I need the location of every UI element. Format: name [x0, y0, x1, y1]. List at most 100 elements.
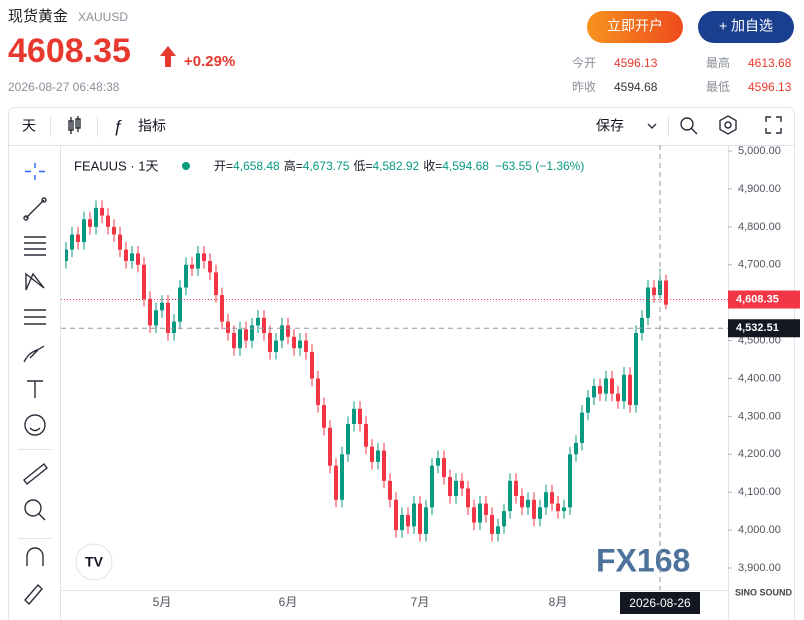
candle-body	[250, 325, 254, 341]
candle-body	[196, 253, 200, 269]
candle-body	[208, 260, 212, 273]
candle-body	[160, 302, 164, 311]
chart-type-button[interactable]	[68, 116, 81, 134]
open-account-label[interactable]: 立即开户	[607, 18, 663, 34]
up-arrow	[160, 46, 176, 67]
legend-value: 4,658.48	[233, 159, 280, 173]
indicators-button[interactable]: 指标	[138, 118, 166, 134]
candle-body	[466, 488, 470, 508]
instrument-name: 现货黄金	[8, 8, 68, 25]
candle-body	[358, 408, 362, 424]
candle-body	[550, 492, 554, 504]
candle-body	[148, 298, 152, 326]
candle-body	[574, 442, 578, 455]
candle-body	[262, 317, 266, 334]
candle-body	[70, 234, 74, 250]
candle-body	[400, 514, 404, 531]
interval-button[interactable]: 天	[22, 118, 36, 134]
candle-body	[472, 507, 476, 523]
candle-body	[298, 340, 302, 349]
candle-body	[190, 264, 194, 269]
stat-label: 今开	[572, 55, 596, 70]
legend-key: 高=	[284, 158, 303, 173]
save-menu-chevron[interactable]	[647, 123, 657, 129]
candle-body	[280, 325, 284, 341]
crosshair-price-label: 4,532.51	[736, 322, 779, 334]
candle-body	[496, 526, 500, 534]
tv-badge[interactable]	[75, 543, 113, 581]
candle-body	[94, 207, 98, 227]
candle-body	[514, 480, 518, 496]
candle-body	[88, 219, 92, 227]
candle-body	[448, 477, 452, 496]
candle-body	[490, 514, 494, 534]
candle-body	[130, 253, 134, 261]
save-button[interactable]: 保存	[596, 118, 624, 134]
stat-label: 最高	[706, 55, 730, 70]
candle-body	[232, 333, 236, 349]
price-tag	[728, 290, 800, 309]
indicator-icon[interactable]: ƒ	[113, 116, 122, 135]
candle-body	[340, 454, 344, 500]
candle-body	[238, 329, 242, 349]
candle-body	[202, 253, 206, 261]
add-watch-label[interactable]: + 加自选	[719, 18, 773, 34]
candle-body	[304, 340, 308, 352]
candle-body	[634, 333, 638, 406]
open-account-button[interactable]	[587, 11, 683, 43]
y-tick-label: 4,000.00	[738, 524, 781, 536]
candle-body	[292, 336, 296, 349]
drawing-tools[interactable]	[23, 163, 48, 606]
candle-body	[556, 503, 560, 512]
settings-button[interactable]	[719, 115, 737, 135]
candle-body	[184, 264, 188, 288]
y-tick-label: 4,900.00	[738, 183, 781, 195]
stat-value: 4613.68	[748, 56, 792, 70]
settings-button-dot	[724, 121, 732, 129]
candle-body	[424, 507, 428, 534]
candle-body	[106, 215, 110, 227]
x-tick-label: 8月	[549, 595, 568, 609]
y-tick-label: 4,100.00	[738, 486, 781, 498]
crosshair-date-label: 2026-08-26	[629, 596, 691, 610]
stat-value: 4596.13	[614, 56, 658, 70]
status-dot	[182, 162, 190, 170]
candle-body	[244, 329, 248, 341]
candle-body	[538, 507, 542, 519]
candle-body	[286, 325, 290, 337]
quick-search-button[interactable]	[680, 117, 698, 135]
candle-body	[65, 249, 68, 261]
candle-body	[322, 405, 326, 428]
ohlc-legend: 开=4,658.48 高=4,673.75 低=4,582.92 收=4,594.68…	[214, 158, 584, 173]
candle-body	[454, 480, 458, 496]
y-tick-label: 4,700.00	[738, 259, 781, 271]
candle-body	[124, 249, 128, 261]
fullscreen-button[interactable]	[765, 116, 782, 134]
candle-body	[172, 321, 176, 334]
candle-body	[310, 351, 314, 379]
candle-body	[82, 219, 86, 243]
legend-key: 低=	[353, 159, 372, 173]
candle-body	[544, 492, 548, 508]
stat-label: 最低	[706, 80, 730, 94]
y-tick-label: 5,000.00	[738, 145, 781, 157]
x-tick-label: 5月	[153, 595, 172, 609]
candle-body	[316, 378, 320, 406]
legend-value: 4,673.75	[303, 159, 350, 173]
candle-body	[376, 450, 380, 462]
candle-body	[646, 287, 650, 318]
legend-value: 4,582.92	[372, 159, 419, 173]
candle-body	[418, 503, 422, 534]
candle-body	[436, 458, 440, 466]
chart-panel	[8, 107, 795, 620]
stat-value: 4596.13	[748, 80, 792, 94]
candle-body	[220, 295, 224, 322]
candle-body	[142, 264, 146, 299]
candle-body	[268, 333, 272, 352]
candle-body	[370, 446, 374, 462]
candle-body	[352, 408, 356, 424]
add-watch-button[interactable]	[698, 11, 794, 43]
candle-body	[568, 454, 572, 508]
